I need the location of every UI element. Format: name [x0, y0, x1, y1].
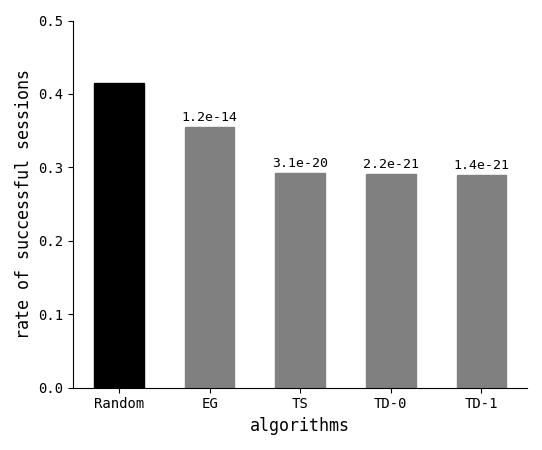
Text: 1.2e-14: 1.2e-14: [182, 111, 237, 124]
Y-axis label: rate of successful sessions: rate of successful sessions: [15, 69, 33, 339]
Bar: [185, 127, 235, 388]
Bar: [275, 172, 325, 388]
Bar: [456, 175, 506, 388]
Text: 1.4e-21: 1.4e-21: [454, 159, 509, 172]
Text: 3.1e-20: 3.1e-20: [272, 157, 328, 170]
Bar: [94, 83, 144, 388]
X-axis label: algorithms: algorithms: [250, 417, 350, 435]
Text: 2.2e-21: 2.2e-21: [363, 158, 419, 171]
Bar: [366, 174, 416, 388]
